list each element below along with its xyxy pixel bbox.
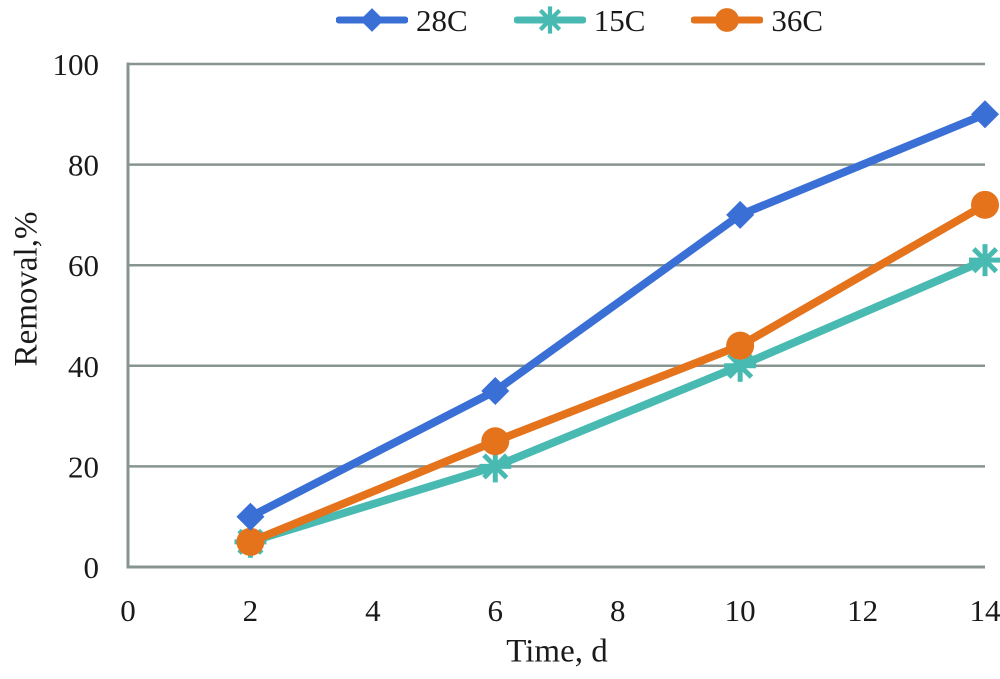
diamond-shape — [726, 200, 755, 229]
legend-marker-circle-icon — [691, 8, 764, 32]
y-tick-label-60: 60 — [68, 248, 99, 283]
legend-marker-shape-36c — [715, 8, 740, 32]
diamond-shape — [236, 502, 265, 531]
diamond-shape — [481, 376, 510, 405]
series-line-28c — [246, 110, 989, 521]
x-tick-label-10: 10 — [725, 593, 756, 628]
diamond-shape — [971, 100, 999, 129]
legend-marker-asterisk-icon — [513, 6, 586, 34]
y-tick-label-80: 80 — [68, 148, 99, 183]
y-tick-label-100: 100 — [53, 47, 100, 82]
marker-28c-point-1 — [481, 376, 510, 405]
marker-15c-point-1 — [479, 450, 512, 483]
marker-36c-point-2 — [726, 331, 755, 360]
marker-28c-point-2 — [726, 200, 755, 229]
x-tick-label-4: 4 — [365, 593, 381, 628]
marker-36c-point-3 — [971, 190, 999, 219]
legend: 28C 15C 36C — [336, 2, 823, 38]
circle-shape — [726, 331, 755, 360]
series-line-36c — [246, 200, 989, 546]
circle-shape — [971, 190, 999, 219]
x-tick-label-0: 0 — [120, 593, 136, 628]
legend-item-15c: 15C — [513, 2, 646, 38]
legend-label-28c: 28C — [416, 2, 468, 38]
y-tick-label-20: 20 — [68, 449, 99, 484]
legend-label-36c: 36C — [771, 2, 824, 38]
x-tick-label-8: 8 — [610, 593, 626, 628]
asterisk-spoke — [482, 453, 509, 480]
y-tick-label-40: 40 — [68, 349, 99, 384]
marker-28c-point-0 — [236, 502, 265, 531]
circle-shape — [715, 8, 740, 32]
y-tick-label-0: 0 — [84, 550, 100, 585]
legend-item-36c: 36C — [691, 2, 823, 38]
x-tick-label-12: 12 — [847, 593, 878, 628]
marker-15c-point-3 — [969, 244, 1000, 277]
x-axis-title: Time, d — [506, 633, 608, 670]
marker-28c-point-3 — [971, 100, 999, 129]
marker-36c-point-0 — [236, 527, 265, 556]
circle-shape — [236, 527, 265, 556]
legend-item-28c: 28C — [336, 2, 468, 38]
asterisk-spoke — [727, 352, 754, 379]
marker-36c-point-1 — [481, 427, 510, 456]
asterisk-spoke — [971, 247, 999, 274]
circle-shape — [481, 427, 510, 456]
x-tick-label-6: 6 — [488, 593, 504, 628]
legend-marker-diamond-icon — [336, 8, 408, 32]
x-tick-label-14: 14 — [970, 593, 1000, 628]
legend-marker-shape-15c — [536, 6, 564, 34]
legend-label-15c: 15C — [593, 2, 646, 38]
asterisk-spoke — [538, 8, 561, 32]
series-line-15c — [246, 256, 989, 546]
x-tick-label-2: 2 — [243, 593, 259, 628]
